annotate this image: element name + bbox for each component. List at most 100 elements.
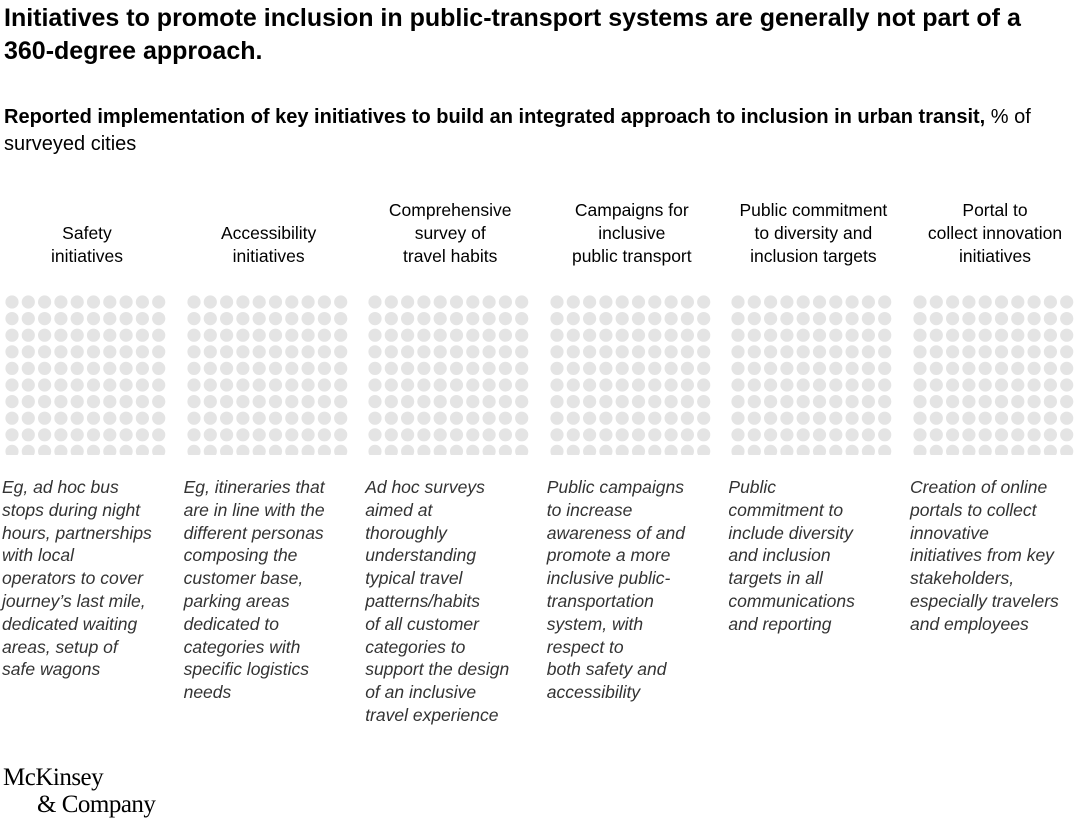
waffle-dot: [845, 361, 860, 375]
waffle-dot: [878, 345, 892, 359]
waffle-dot: [515, 378, 529, 392]
waffle-dot: [845, 395, 860, 409]
waffle-dot: [1011, 312, 1025, 326]
waffle-dot: [333, 361, 347, 375]
waffle-dot: [70, 428, 84, 442]
waffle-dot: [466, 378, 480, 392]
waffle-grid: [731, 295, 892, 455]
waffle-dot: [962, 444, 976, 455]
waffle-dot: [764, 328, 778, 342]
waffle-dot: [5, 361, 19, 375]
waffle-dot: [764, 312, 778, 326]
waffle-grid: [913, 295, 1074, 455]
waffle-dot: [21, 312, 35, 326]
waffle-dot: [284, 444, 298, 455]
waffle-dot: [54, 378, 68, 392]
waffle-dot: [813, 328, 827, 342]
waffle-dot: [135, 411, 149, 425]
waffle-dot: [482, 345, 496, 359]
waffle-dot: [599, 312, 613, 326]
waffle-grid: [368, 295, 529, 455]
waffle-dot: [862, 378, 876, 392]
waffle-dot: [252, 411, 266, 425]
waffle-dot: [913, 345, 927, 359]
waffle-dot: [813, 378, 827, 392]
waffle-dot: [566, 444, 580, 455]
waffle-grid: [550, 295, 711, 455]
waffle-dot: [829, 411, 843, 425]
waffle-dot: [384, 378, 399, 392]
waffle-dot: [631, 312, 645, 326]
waffle-dot: [599, 411, 613, 425]
waffle-dot: [582, 295, 596, 309]
waffle-dot: [235, 328, 250, 342]
waffle-dot: [878, 361, 892, 375]
waffle-dot: [813, 428, 827, 442]
waffle-dot: [86, 428, 101, 442]
waffle-dot: [913, 428, 927, 442]
waffle-dot: [748, 312, 762, 326]
category-description: Creation of online portals to collect in…: [910, 477, 1059, 634]
waffle-dot: [5, 328, 19, 342]
waffle-dot: [515, 444, 529, 455]
waffle-dot: [219, 312, 233, 326]
waffle-dot: [219, 328, 233, 342]
waffle-dot: [878, 312, 892, 326]
waffle-dot: [929, 395, 943, 409]
waffle-dot: [946, 411, 960, 425]
waffle-dot: [384, 328, 399, 342]
waffle-dot: [929, 428, 943, 442]
waffle-dot: [780, 361, 794, 375]
waffle-dot: [417, 395, 431, 409]
waffle-dot: [86, 345, 101, 359]
waffle-dot: [119, 444, 133, 455]
waffle-dot: [929, 328, 943, 342]
waffle-dot: [515, 345, 529, 359]
waffle-dot: [515, 428, 529, 442]
waffle-dot: [913, 444, 927, 455]
waffle-dot: [235, 378, 250, 392]
waffle-dot: [845, 312, 860, 326]
waffle-dot: [780, 295, 794, 309]
waffle-dot: [615, 328, 629, 342]
waffle-dot: [764, 395, 778, 409]
logo-line-1: McKinsey: [3, 764, 104, 791]
waffle-dot: [1027, 411, 1041, 425]
waffle-dot: [466, 295, 480, 309]
waffle-dot: [498, 428, 513, 442]
waffle-dot: [498, 395, 513, 409]
waffle-dot: [696, 428, 711, 442]
waffle-dot: [962, 428, 976, 442]
waffle-dot: [1060, 428, 1074, 442]
category-label: Public commitment to diversity and inclu…: [739, 200, 888, 266]
waffle-dot: [482, 361, 496, 375]
waffle-dot: [829, 345, 843, 359]
waffle-dot: [829, 295, 843, 309]
waffle-dot: [566, 411, 580, 425]
waffle-dot: [268, 328, 282, 342]
waffle-dot: [119, 328, 133, 342]
waffle-dot: [913, 328, 927, 342]
waffle-dot: [186, 312, 201, 326]
waffle-dot: [317, 411, 331, 425]
waffle-dot: [994, 312, 1009, 326]
waffle-dot: [135, 328, 149, 342]
category-label: Accessibility initiatives: [220, 223, 317, 266]
waffle-dot: [417, 295, 431, 309]
waffle-dot: [1011, 295, 1025, 309]
waffle-dot: [631, 444, 645, 455]
waffle-dot: [1043, 361, 1057, 375]
waffle-dot: [946, 395, 960, 409]
waffle-dot: [450, 444, 464, 455]
waffle-dot: [647, 411, 662, 425]
waffle-dot: [135, 295, 149, 309]
waffle-dot: [417, 328, 431, 342]
waffle-dot: [219, 444, 233, 455]
waffle-dot: [647, 444, 662, 455]
waffle-dot: [796, 361, 811, 375]
waffle-dot: [482, 428, 496, 442]
waffle-dot: [615, 295, 629, 309]
waffle-dot: [203, 328, 217, 342]
waffle-dot: [482, 295, 496, 309]
waffle-dot: [813, 444, 827, 455]
